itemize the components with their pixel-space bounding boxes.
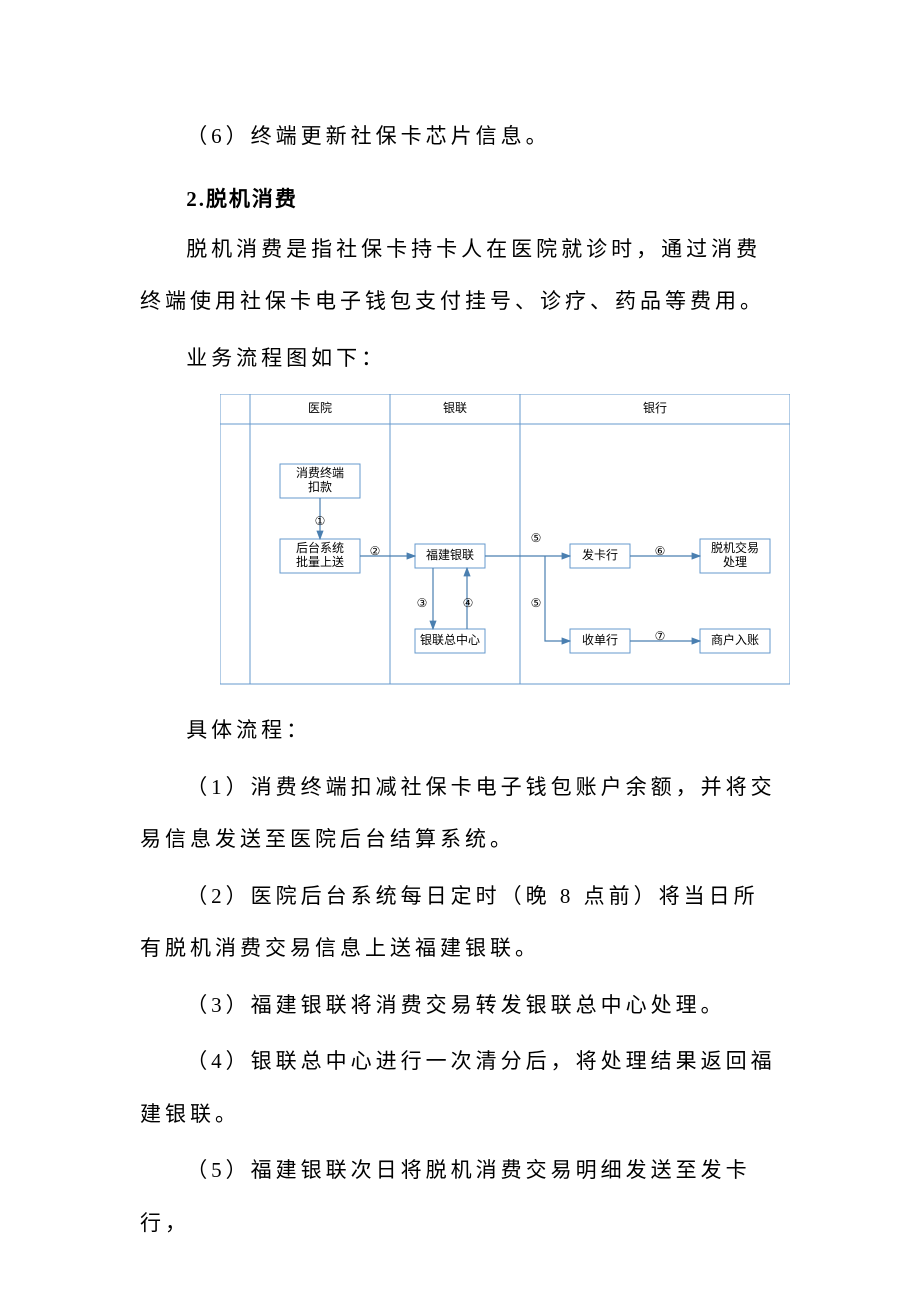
detail-2: （2）医院后台系统每日定时（晚 8 点前）将当日所有脱机消费交易信息上送福建银联… [140, 870, 780, 975]
flow-caption: 业务流程图如下： [140, 332, 780, 385]
svg-text:⑤: ⑤ [531, 596, 542, 610]
svg-text:商户入账: 商户入账 [711, 632, 759, 647]
svg-text:银联: 银联 [443, 401, 467, 415]
svg-text:①: ① [315, 514, 326, 528]
flowchart-svg: 医院 银联 银行消费终端扣款后台系统批量上送 福建银联银联总中心 发卡行收单行 脱机交易处… [220, 394, 790, 694]
svg-text:脱机交易: 脱机交易 [711, 540, 759, 555]
intro-paragraph: 脱机消费是指社保卡持卡人在医院就诊时，通过消费终端使用社保卡电子钱包支付挂号、诊… [140, 223, 780, 328]
svg-text:⑦: ⑦ [655, 629, 666, 643]
detail-1: （1）消费终端扣减社保卡电子钱包账户余额，并将交易信息发送至医院后台结算系统。 [140, 761, 780, 866]
svg-text:③: ③ [417, 596, 428, 610]
paragraph-6: （6）终端更新社保卡芯片信息。 [140, 110, 780, 163]
svg-text:⑤: ⑤ [531, 531, 542, 545]
svg-text:后台系统: 后台系统 [296, 540, 344, 555]
svg-text:医院: 医院 [308, 401, 332, 415]
svg-text:扣款: 扣款 [308, 480, 332, 494]
svg-text:福建银联: 福建银联 [426, 547, 474, 562]
svg-text:②: ② [370, 544, 381, 558]
svg-text:④: ④ [463, 596, 474, 610]
svg-text:消费终端: 消费终端 [296, 465, 344, 480]
svg-text:批量上送: 批量上送 [296, 554, 344, 569]
svg-text:银行: 银行 [643, 401, 667, 415]
svg-text:处理: 处理 [723, 555, 747, 569]
detail-5: （5）福建银联次日将脱机消费交易明细发送至发卡行， [140, 1144, 780, 1249]
heading-2: 2.脱机消费 [140, 183, 780, 213]
document-page: （6）终端更新社保卡芯片信息。 2.脱机消费 脱机消费是指社保卡持卡人在医院就诊… [0, 0, 920, 1313]
detail-3: （3）福建银联将消费交易转发银联总中心处理。 [140, 979, 780, 1032]
detail-caption: 具体流程： [140, 704, 780, 757]
svg-text:收单行: 收单行 [582, 633, 618, 647]
svg-text:银联总中心: 银联总中心 [420, 632, 480, 647]
flowchart-diagram: 医院 银联 银行消费终端扣款后台系统批量上送 福建银联银联总中心 发卡行收单行 脱机交易处… [220, 394, 780, 694]
detail-4: （4）银联总中心进行一次清分后，将处理结果返回福建银联。 [140, 1035, 780, 1140]
svg-text:⑥: ⑥ [655, 544, 666, 558]
svg-text:发卡行: 发卡行 [582, 547, 618, 562]
